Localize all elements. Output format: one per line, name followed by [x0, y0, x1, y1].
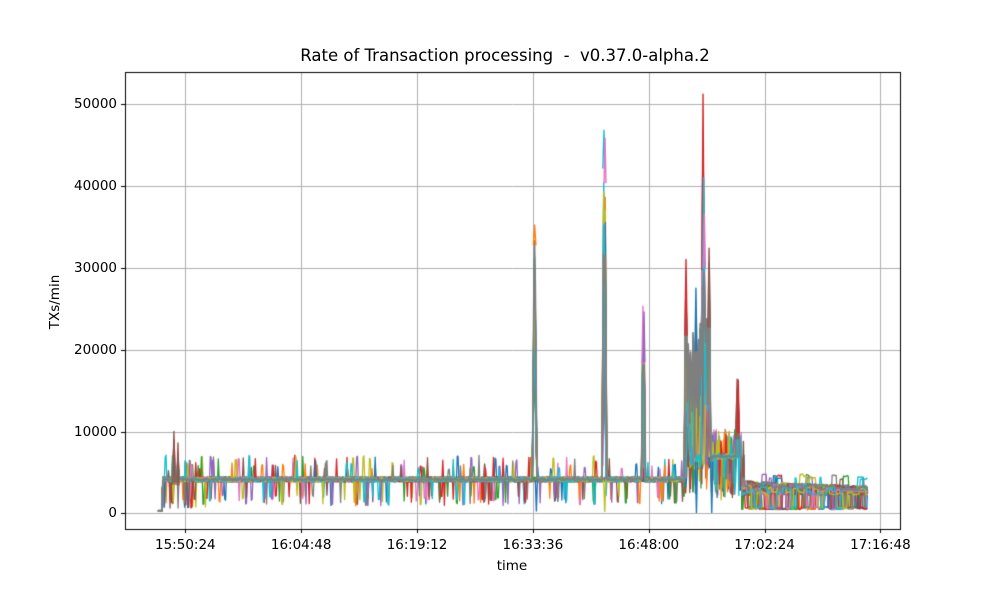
- x-axis-label: time: [496, 558, 528, 574]
- x-tick-label: 17:02:24: [734, 537, 795, 553]
- x-tick-label: 16:48:00: [618, 537, 680, 553]
- x-tick-label: 16:04:48: [270, 537, 332, 553]
- y-tick-label: 20000: [74, 341, 117, 358]
- x-tick-label: 16:19:12: [386, 537, 448, 553]
- y-tick-label: 0: [108, 505, 117, 522]
- x-tick-label: 15:50:24: [155, 537, 216, 553]
- y-tick-label: 30000: [74, 259, 117, 276]
- x-tick-label: 17:16:48: [850, 537, 911, 553]
- chart-title: Rate of Transaction processing - v0.37.0…: [300, 46, 710, 65]
- y-tick-label: 40000: [74, 177, 117, 194]
- y-tick-label: 50000: [74, 95, 117, 112]
- y-tick-label: 10000: [74, 423, 117, 440]
- y-axis-label: TXs/min: [47, 274, 63, 330]
- x-tick-label: 16:33:36: [502, 537, 564, 553]
